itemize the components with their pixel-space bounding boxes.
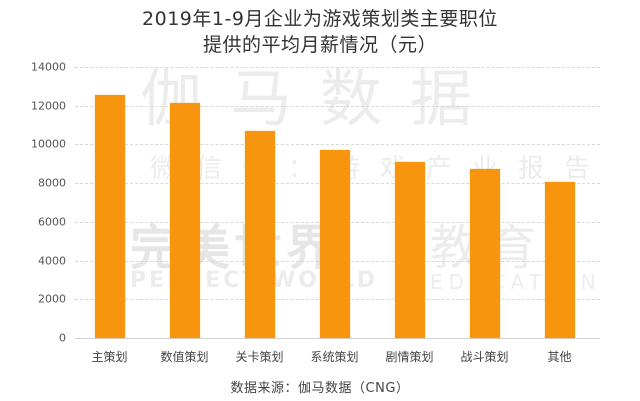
y-tick-label: 14000 <box>31 60 66 74</box>
bar <box>394 161 425 338</box>
x-tick-label: 战斗策划 <box>460 350 509 364</box>
x-tick-label: 剧情策划 <box>385 350 434 364</box>
x-tick-label: 关卡策划 <box>235 350 284 364</box>
bar <box>169 102 200 338</box>
x-tick-label: 主策划 <box>91 350 128 364</box>
plot-area <box>75 67 600 339</box>
gridline <box>75 144 600 146</box>
x-tick-label: 其他 <box>547 350 572 364</box>
y-tick-label: 10000 <box>31 137 66 151</box>
chart-title-line-1: 2019年1-9月企业为游戏策划类主要职位 <box>142 8 498 30</box>
y-tick-label: 4000 <box>38 254 66 268</box>
bar <box>469 168 500 338</box>
y-tick-label: 8000 <box>38 176 66 190</box>
gridline <box>75 67 600 68</box>
bar <box>544 182 575 338</box>
x-tick-label: 数值策划 <box>160 350 209 364</box>
data-source-note: 数据来源：伽马数据（CNG） <box>230 381 410 396</box>
bar <box>319 150 350 338</box>
y-tick-label: 12000 <box>31 99 66 113</box>
y-tick-label: 6000 <box>38 215 66 229</box>
gridline <box>75 338 600 339</box>
y-tick-label: 0 <box>59 331 66 345</box>
x-tick-label: 系统策划 <box>310 350 359 364</box>
bar <box>94 95 125 338</box>
bar <box>244 130 275 338</box>
y-tick-label: 2000 <box>38 292 66 306</box>
gridline <box>75 105 600 107</box>
chart-title-line-2: 提供的平均月薪情况（元） <box>202 34 437 56</box>
